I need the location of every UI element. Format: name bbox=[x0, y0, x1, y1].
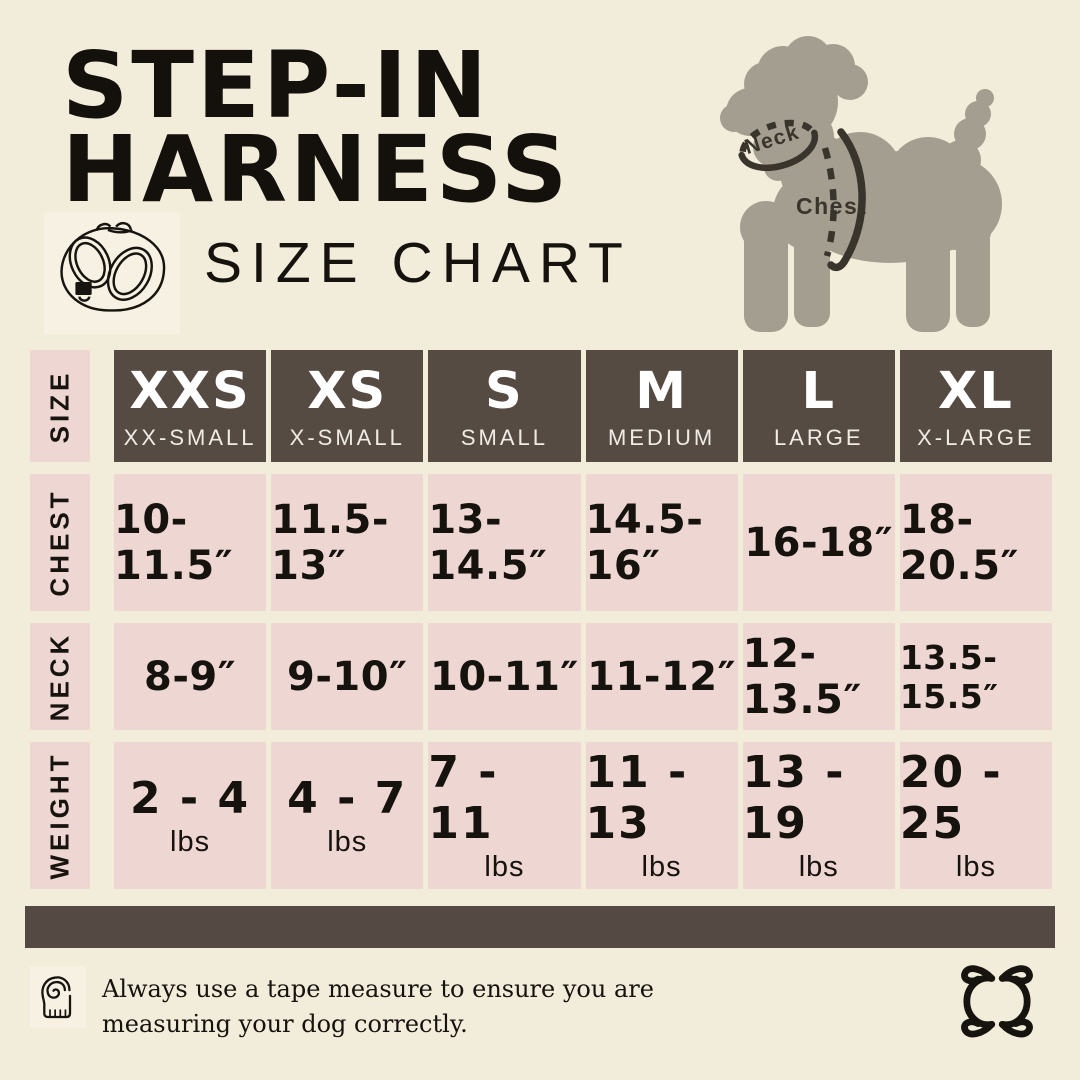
row-header-chest: CHEST bbox=[30, 474, 90, 611]
weight-value-xxs: 2 - 4 lbs bbox=[114, 742, 267, 889]
weight-value-l: 13 - 19 lbs bbox=[742, 742, 895, 889]
size-code: M bbox=[635, 361, 688, 421]
column-header-xxs: XXS XX-SMALL bbox=[114, 350, 267, 462]
weight-value-xl: 20 - 25 lbs bbox=[899, 742, 1052, 889]
row-header-weight-label: WEIGHT bbox=[44, 751, 75, 880]
brand-logo bbox=[948, 962, 1046, 1040]
neck-value-xxs: 8-9″ bbox=[114, 623, 267, 730]
column-header-xs: XS X-SMALL bbox=[271, 350, 424, 462]
measuring-note-line-1: Always use a tape measure to ensure you … bbox=[102, 975, 654, 1003]
title-line-2: HARNESS bbox=[62, 116, 571, 223]
measuring-note: Always use a tape measure to ensure you … bbox=[102, 972, 654, 1042]
size-table: SIZE XXS XX-SMALL XS X-SMALL S SMALL M M… bbox=[30, 350, 1052, 889]
size-code: XS bbox=[307, 361, 388, 421]
chest-value-xl: 18-20.5″ bbox=[899, 474, 1052, 611]
weight-value-m: 11 - 13 lbs bbox=[585, 742, 738, 889]
column-header-xl: XL X-LARGE bbox=[899, 350, 1052, 462]
page-subtitle: SIZE CHART bbox=[204, 231, 632, 295]
dog-diagram: Neck Chest bbox=[678, 22, 1063, 337]
row-header-neck: NECK bbox=[30, 623, 90, 730]
neck-value-m: 11-12″ bbox=[585, 623, 738, 730]
size-code: L bbox=[801, 361, 836, 421]
size-code: S bbox=[485, 361, 524, 421]
tape-measure-icon-box bbox=[30, 966, 86, 1028]
weight-value-xs: 4 - 7 lbs bbox=[271, 742, 424, 889]
size-name: X-SMALL bbox=[289, 424, 405, 450]
row-header-neck-label: NECK bbox=[44, 631, 75, 722]
row-header-size: SIZE bbox=[30, 350, 90, 462]
dog-illustration: Neck Chest bbox=[720, 36, 1002, 332]
title-line-1: STEP-IN bbox=[62, 32, 491, 139]
neck-value-s: 10-11″ bbox=[428, 623, 581, 730]
chest-label: Chest bbox=[796, 193, 867, 219]
tape-measure-icon bbox=[35, 973, 81, 1021]
column-header-l: L LARGE bbox=[742, 350, 895, 462]
size-code: XXS bbox=[129, 361, 251, 421]
neck-value-xs: 9-10″ bbox=[271, 623, 424, 730]
harness-icon bbox=[51, 219, 173, 327]
page-title: STEP-IN HARNESS bbox=[62, 32, 571, 223]
measuring-note-line-2: measuring your dog correctly. bbox=[102, 1010, 468, 1038]
chest-value-xxs: 10-11.5″ bbox=[114, 474, 267, 611]
size-code: XL bbox=[938, 361, 1014, 421]
neck-value-xl: 13.5-15.5″ bbox=[899, 623, 1052, 730]
size-name: X-LARGE bbox=[917, 424, 1035, 450]
chest-value-s: 13-14.5″ bbox=[428, 474, 581, 611]
row-header-chest-label: CHEST bbox=[44, 488, 75, 597]
harness-icon-box bbox=[44, 212, 180, 334]
neck-value-l: 12-13.5″ bbox=[742, 623, 895, 730]
size-name: MEDIUM bbox=[607, 424, 716, 450]
size-name: XX-SMALL bbox=[123, 424, 257, 450]
column-header-s: S SMALL bbox=[428, 350, 581, 462]
chest-value-m: 14.5-16″ bbox=[585, 474, 738, 611]
column-header-m: M MEDIUM bbox=[585, 350, 738, 462]
row-header-size-label: SIZE bbox=[44, 369, 75, 443]
size-name: SMALL bbox=[460, 424, 548, 450]
row-header-weight: WEIGHT bbox=[30, 742, 90, 889]
size-name: LARGE bbox=[773, 424, 864, 450]
chest-value-l: 16-18″ bbox=[742, 474, 895, 611]
bottom-divider-bar bbox=[25, 906, 1055, 948]
weight-value-s: 7 - 11 lbs bbox=[428, 742, 581, 889]
chest-value-xs: 11.5-13″ bbox=[271, 474, 424, 611]
